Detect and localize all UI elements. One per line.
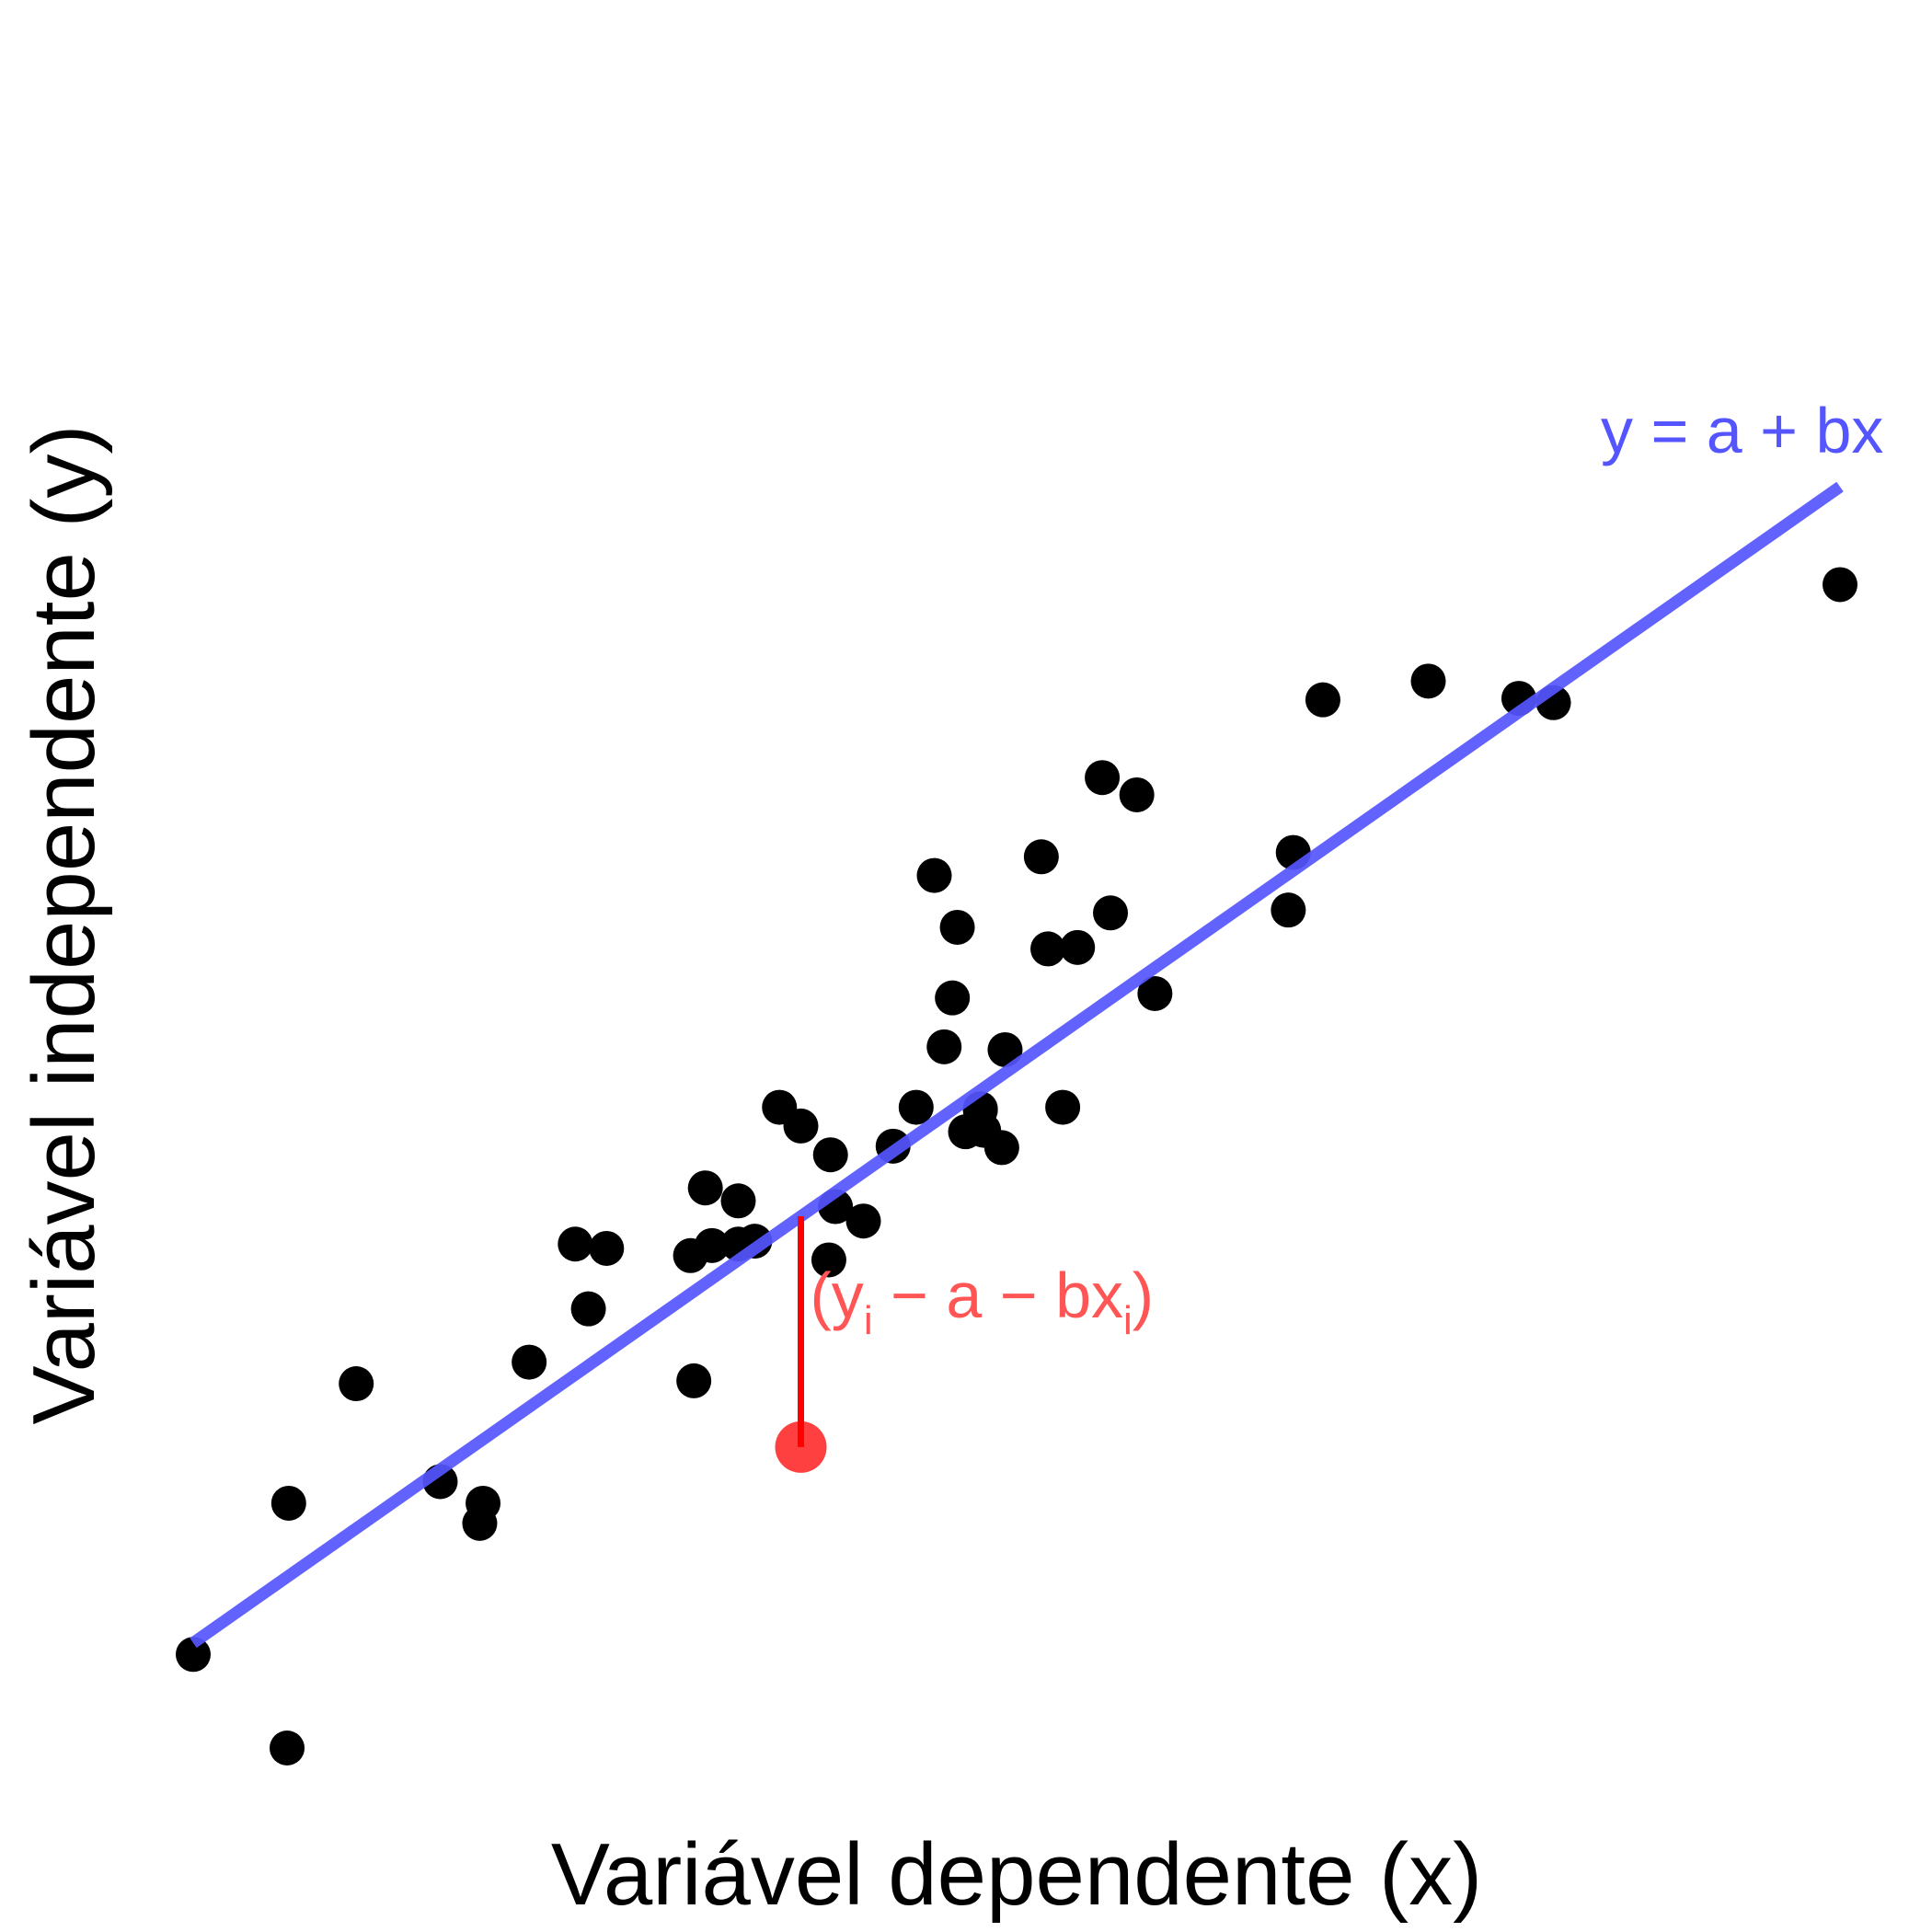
data-point (783, 1108, 819, 1144)
regression-line-group (190, 481, 1844, 1649)
data-point (1305, 682, 1340, 718)
data-point (1823, 567, 1857, 603)
data-point (270, 1731, 305, 1765)
x-axis-title: Variável dependente (x) (551, 1825, 1482, 1924)
data-point (916, 857, 952, 893)
data-point (1045, 1089, 1081, 1125)
data-point (926, 1029, 962, 1064)
data-point (898, 1089, 934, 1125)
data-point (1023, 839, 1059, 875)
data-point (558, 1226, 593, 1262)
y-axis-title: Variável independente (y) (15, 425, 113, 1425)
data-point (570, 1291, 606, 1327)
data-point (512, 1344, 547, 1380)
residual-label-part: − a − bx (873, 1259, 1123, 1331)
highlighted-point (775, 1420, 827, 1473)
data-point (1410, 663, 1446, 699)
residual-label-part: (y (811, 1259, 864, 1331)
data-point (270, 1485, 306, 1521)
data-point (1085, 760, 1121, 796)
residual-label-subscript: i (864, 1298, 873, 1343)
regression-line (190, 481, 1844, 1649)
data-point (466, 1485, 501, 1521)
data-point (1119, 776, 1155, 812)
residual-label: (yi − a − bxi) (811, 1259, 1155, 1343)
data-point (589, 1230, 625, 1266)
residual-label-part: ) (1133, 1259, 1154, 1331)
data-point (939, 909, 975, 945)
data-point (1093, 895, 1129, 931)
data-point (1060, 929, 1096, 965)
data-point (1030, 931, 1066, 967)
data-point (720, 1183, 756, 1219)
regression-equation-label: y = a + bx (1601, 395, 1883, 466)
data-point (935, 980, 971, 1016)
data-point (339, 1366, 374, 1402)
data-point (983, 1130, 1019, 1166)
data-point (176, 1637, 211, 1673)
data-point (1271, 892, 1306, 928)
residual-label-subscript: i (1123, 1298, 1133, 1343)
data-point (987, 1031, 1023, 1067)
data-point (694, 1227, 730, 1263)
residual-highlight-group (775, 1216, 827, 1473)
data-point (812, 1137, 848, 1173)
data-points (176, 567, 1857, 1765)
data-point (687, 1170, 723, 1206)
data-point (676, 1363, 712, 1398)
data-point (1137, 975, 1173, 1011)
data-point (845, 1203, 881, 1239)
data-point (811, 1242, 846, 1278)
